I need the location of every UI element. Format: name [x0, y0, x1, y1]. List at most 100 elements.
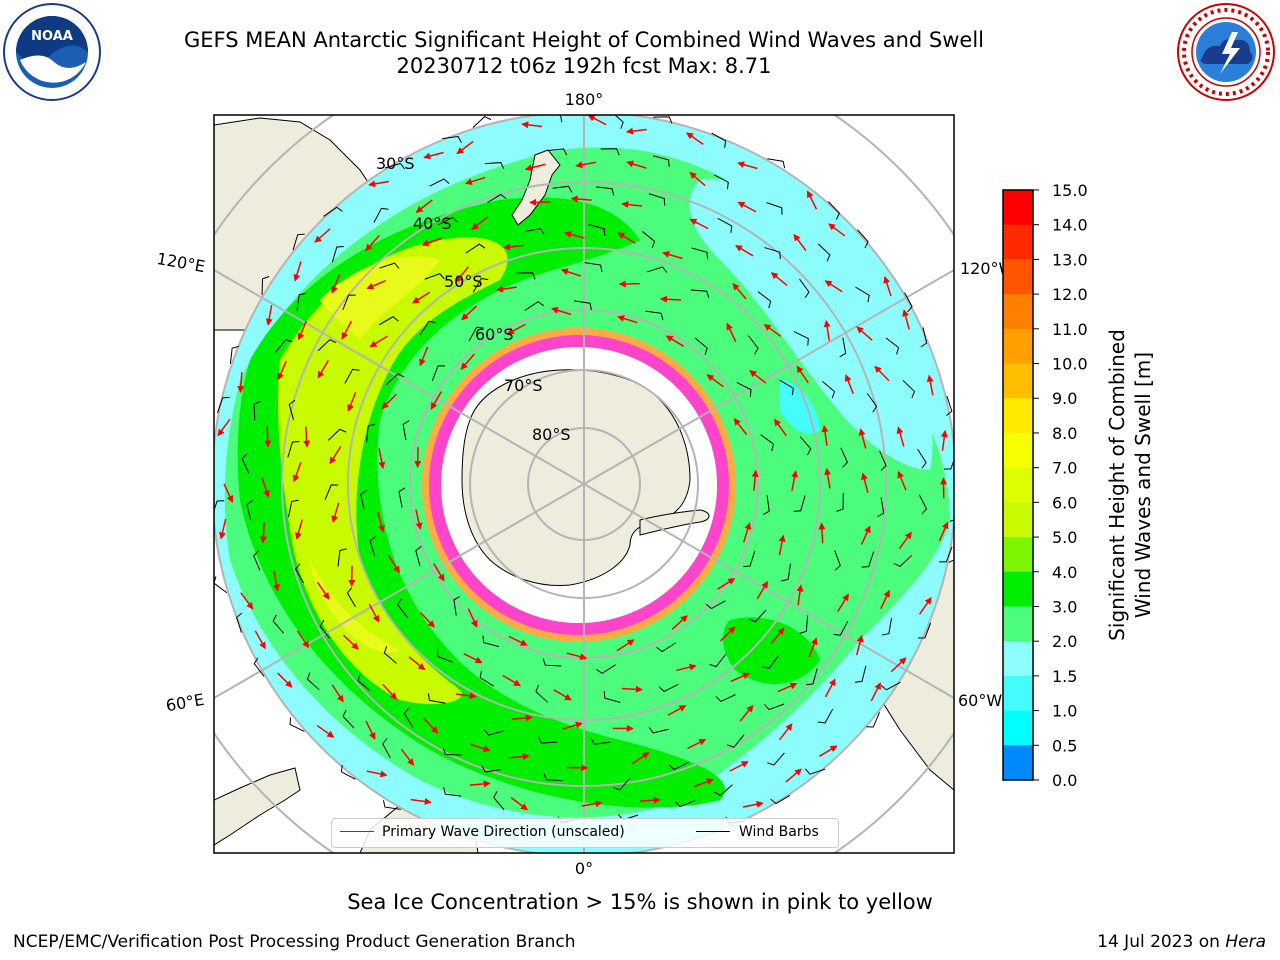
wind-barb	[946, 395, 953, 417]
wave-direction-arrow	[837, 593, 849, 612]
wave-direction-arrow	[273, 570, 280, 592]
wind-barb	[668, 762, 689, 771]
wave-direction-arrow	[570, 195, 592, 203]
wind-barb	[246, 500, 254, 521]
wave-direction-arrow	[689, 171, 706, 187]
wind-barb	[537, 736, 558, 744]
wind-barb	[216, 397, 230, 414]
wind-barb	[483, 729, 505, 736]
wave-direction-legend-line	[340, 831, 374, 832]
wind-barb	[275, 339, 293, 353]
wave-direction-arrow	[940, 430, 948, 451]
colorbar-segment	[1003, 710, 1033, 746]
wave-direction-arrow	[423, 717, 439, 734]
wave-direction-arrow	[469, 780, 491, 788]
wind-barb	[535, 684, 549, 703]
wind-barb	[516, 272, 536, 280]
wind-barb	[403, 707, 414, 728]
colorbar-segment	[1003, 467, 1033, 503]
wind-barb	[382, 738, 391, 759]
wind-barb	[201, 461, 210, 480]
wave-direction-arrow	[551, 306, 572, 316]
wind-barb	[943, 458, 954, 470]
wind-barb	[442, 135, 462, 143]
wave-direction-arrow	[419, 611, 435, 628]
wave-direction-arrow	[382, 683, 398, 700]
wind-barb	[289, 717, 305, 732]
wave-direction-arrow	[671, 615, 688, 630]
wind-barb	[918, 494, 928, 515]
wind-barb	[855, 665, 867, 683]
wind-barb	[317, 339, 337, 352]
wave-direction-arrow	[621, 201, 643, 208]
wave-direction-arrow	[621, 685, 643, 693]
wind-barb	[296, 292, 307, 311]
wave-direction-arrow	[293, 261, 302, 282]
wind-barb	[588, 224, 606, 236]
wind-barb	[920, 327, 928, 348]
wave-direction-arrow	[400, 748, 415, 766]
wave-direction-arrow	[316, 724, 335, 738]
wave-direction-arrow	[777, 682, 798, 693]
wave-direction-arrow	[259, 522, 267, 544]
lon-label-upper-right: 120°W	[960, 259, 1015, 278]
lat-label-80s: 80°S	[532, 425, 571, 444]
wind-barb	[817, 243, 831, 262]
wind-barb	[880, 681, 901, 691]
wind-barb	[767, 158, 786, 169]
wind-barb	[272, 614, 284, 634]
wave-direction-arrow	[381, 393, 397, 410]
wave-direction-arrow	[265, 304, 273, 326]
wind-barb	[674, 800, 696, 808]
wind-barb	[253, 400, 261, 421]
wind-barb	[287, 441, 300, 458]
wind-barb	[805, 768, 826, 775]
colorbar-segment	[1003, 745, 1033, 781]
wind-barb	[236, 612, 243, 633]
wave-direction-arrow	[821, 425, 829, 446]
lat-label-40s: 40°S	[413, 214, 452, 233]
wave-direction-arrow	[676, 663, 697, 672]
wave-direction-arrow	[553, 689, 572, 701]
wind-barb	[656, 642, 676, 653]
wind-barb	[382, 800, 401, 810]
wind-barb	[648, 193, 666, 206]
wave-direction-arrow	[511, 714, 533, 722]
colorbar-tick-label: 12.0	[1052, 285, 1088, 304]
wave-direction-arrow	[883, 276, 892, 297]
wind-barb	[292, 233, 305, 251]
wind-barb	[472, 277, 489, 293]
colorbar-segment	[1003, 190, 1033, 226]
wind-barb	[398, 487, 406, 508]
wind-barb	[799, 278, 810, 299]
wind-barb	[885, 337, 900, 355]
wind-barb	[524, 301, 545, 311]
wind-barb	[287, 499, 299, 518]
wind-barb	[690, 289, 710, 299]
wave-direction-arrow	[316, 581, 330, 600]
wind-barb	[486, 193, 507, 204]
colorbar-label-line2: Wind Waves and Swell [m]	[1131, 352, 1155, 618]
lat-label-30s: 30°S	[376, 154, 415, 173]
noaa-logo-text: NOAA	[31, 29, 73, 44]
wave-direction-arrow	[618, 280, 640, 288]
wind-barb	[818, 708, 834, 724]
wind-barb	[691, 247, 709, 260]
wave-direction-arrow	[564, 231, 585, 239]
wave-direction-arrow	[860, 472, 869, 494]
wave-direction-arrow	[819, 745, 838, 757]
wind-barb	[821, 380, 836, 399]
wave-direction-arrow	[347, 391, 357, 412]
colorbar-tick-label: 5.0	[1052, 528, 1077, 547]
wave-direction-arrow	[742, 522, 752, 543]
colorbar-tick-label: 13.0	[1052, 250, 1088, 269]
wind-barb	[694, 337, 708, 355]
wave-direction-arrow	[751, 469, 759, 491]
wind-barb	[717, 217, 733, 233]
colorbar-label-line1: Significant Height of Combined	[1105, 329, 1129, 641]
wave-direction-arrow	[292, 462, 302, 483]
wave-direction-arrow	[365, 234, 380, 252]
wave-direction-arrow	[331, 502, 340, 523]
noaa-logo: NOAA	[3, 3, 101, 101]
colorbar-segment	[1003, 502, 1033, 538]
